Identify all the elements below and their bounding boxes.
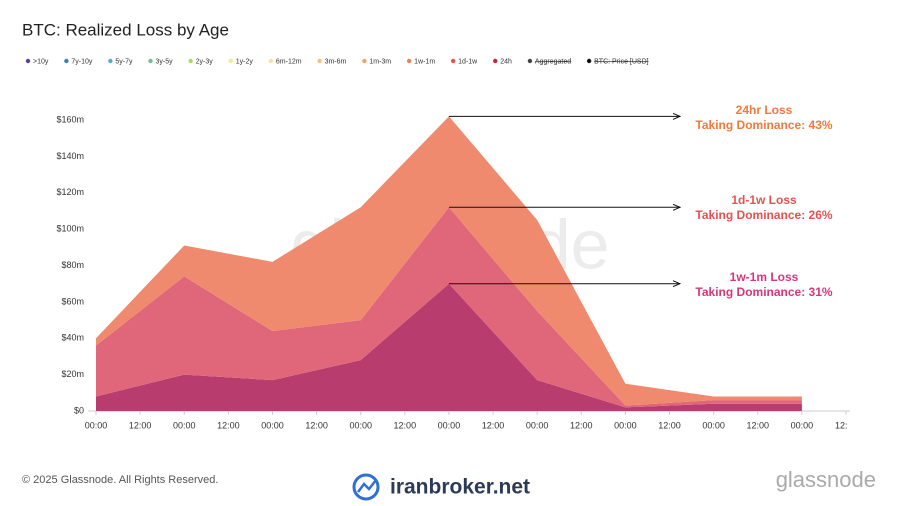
legend-label: 5y-7y: [115, 58, 133, 65]
legend-label: 7y-10y: [71, 58, 93, 65]
area: [96, 116, 802, 406]
x-tick-label: 00:00: [526, 420, 549, 430]
x-tick-label: 12:00: [217, 420, 240, 430]
legend-label: 1d-1w: [458, 58, 478, 65]
x-tick-label: 00:00: [349, 420, 372, 430]
logo-arrow: [357, 479, 377, 493]
y-tick-label: $20m: [61, 369, 84, 379]
legend-label: BTC: Price [USD]: [594, 58, 649, 65]
x-tick-label: 00:00: [438, 420, 461, 430]
site-name: iranbroker.net: [390, 476, 530, 499]
legend-swatch: [362, 58, 367, 64]
legend: >10y 7y-10y 5y-7y 3y-5y 2y-3y 1y-2y 6m-12m 3m-6…: [25, 58, 649, 65]
x-tick-label: 00:00: [85, 420, 108, 430]
legend-label: 2y-3y: [196, 58, 214, 65]
y-tick-label: $40m: [61, 333, 84, 343]
x-tick-label: 12:00: [305, 420, 328, 430]
x-tick-label: 12:00: [394, 420, 417, 430]
legend-swatch: [188, 58, 193, 64]
y-tick-label: $160m: [56, 114, 84, 124]
x-tick-label: 12:: [835, 420, 848, 430]
legend-label: 1m-3m: [369, 58, 391, 65]
legend-swatch: [527, 58, 533, 64]
legend-swatch: [493, 58, 498, 64]
y-tick-label: $120m: [56, 187, 84, 197]
chart-title: BTC: Realized Loss by Age: [22, 20, 229, 39]
y-tick-label: $140m: [56, 151, 84, 161]
legend-label: 3m-6m: [325, 58, 347, 65]
annotation-line1: 1w-1m Loss: [730, 270, 799, 284]
x-tick-label: 12:00: [658, 420, 681, 430]
x-tick-label: 12:00: [129, 420, 152, 430]
legend-swatch: [317, 58, 322, 64]
legend-swatch: [586, 58, 592, 64]
legend-swatch: [148, 58, 153, 64]
legend-swatch: [406, 58, 412, 64]
x-tick-label: 00:00: [261, 420, 284, 430]
x-tick-label: 12:00: [570, 420, 593, 430]
annotation-line2: Taking Dominance: 43%: [695, 118, 832, 132]
y-tick-label: $80m: [61, 260, 84, 270]
brand: glassnode: [776, 467, 876, 492]
logo-icon: [352, 473, 380, 501]
site-logo: [352, 473, 380, 501]
annotation-line1: 24hr Loss: [736, 103, 793, 117]
legend-label: >10y: [33, 58, 49, 65]
annotation-line1: 1d-1w Loss: [731, 193, 797, 207]
legend-swatch: [25, 58, 31, 64]
area: [96, 207, 802, 408]
copyright: © 2025 Glassnode. All Rights Reserved.: [22, 474, 218, 486]
legend-label: 1w-1m: [414, 58, 435, 65]
legend-label: 3y-5y: [156, 58, 174, 65]
legend-swatch: [268, 58, 274, 64]
x-tick-label: 00:00: [791, 420, 814, 430]
legend-label: 1y-2y: [236, 58, 254, 65]
annotation-line2: Taking Dominance: 26%: [695, 208, 832, 222]
legend-swatch: [108, 58, 113, 64]
x-tick-label: 00:00: [702, 420, 725, 430]
x-tick-label: 12:00: [482, 420, 505, 430]
x-tick-label: 00:00: [614, 420, 637, 430]
legend-swatch: [450, 58, 456, 64]
x-tick-label: 00:00: [173, 420, 196, 430]
legend-swatch: [64, 58, 69, 64]
legend-swatch: [228, 58, 233, 64]
y-tick-label: $100m: [56, 224, 84, 234]
legend-label: 24h: [500, 58, 512, 65]
legend-label: 6m-12m: [276, 58, 302, 65]
plot: $0 $20m $40m $60m $80m $100m $120m $140m $160m 00…: [56, 114, 850, 430]
y-tick-label: $60m: [61, 296, 84, 306]
area: [96, 283, 802, 411]
annotation-line2: Taking Dominance: 31%: [695, 285, 832, 299]
y-tick-label: $0: [74, 405, 84, 415]
x-tick-label: 12:00: [746, 420, 769, 430]
legend-label: Aggregated: [535, 58, 571, 65]
